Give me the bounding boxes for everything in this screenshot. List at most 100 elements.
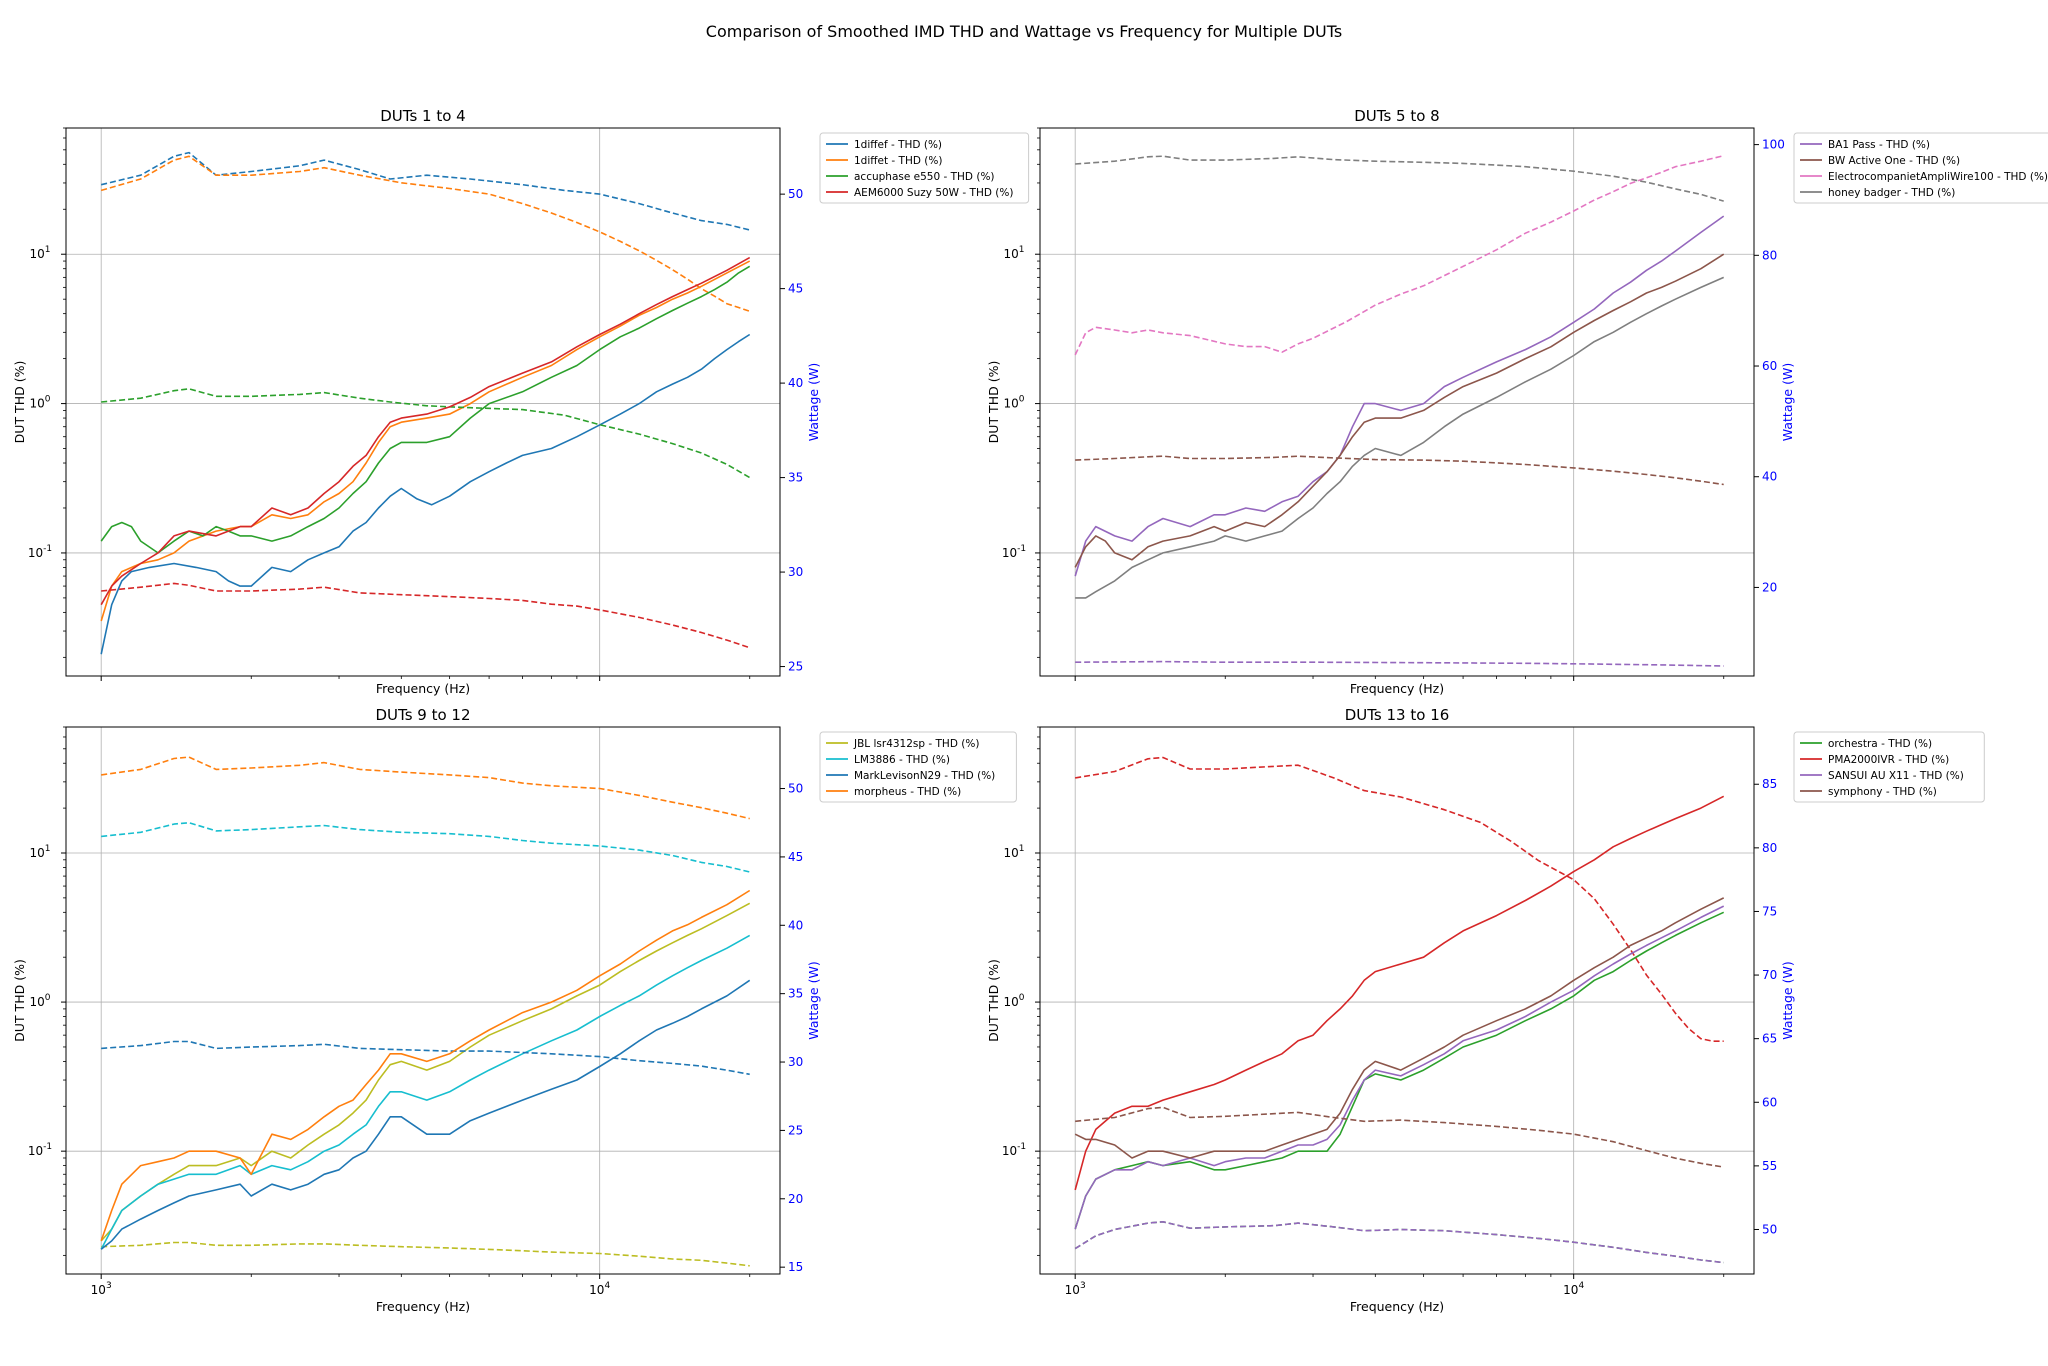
panel-3-thd-line-3 (100, 979, 751, 1250)
panel-3-y2-tick-label: 50 (788, 782, 803, 796)
panel-2-thd-line-2 (1074, 253, 1725, 568)
panel-4-plot-frame (1039, 726, 1755, 1275)
panel-2-y2-tick-label: 60 (1762, 359, 1777, 373)
panel-4-y2-tick-label: 85 (1762, 777, 1777, 791)
panel-1-legend-label-1: 1diffef - THD (%) (854, 139, 942, 151)
panel-3-wattage-line-4 (101, 756, 750, 820)
panel-3-y2-tick-label: 40 (788, 918, 803, 932)
panel-4-y-tick-label: 100 (1003, 993, 1024, 1009)
panel-1-legend-box (819, 132, 1030, 204)
panel-3-y2-tick-label: 15 (788, 1260, 803, 1274)
panel-2-y-tick-label: 101 (1003, 245, 1024, 261)
panel-4-y2-tick-label: 60 (1762, 1095, 1777, 1109)
panel-1-y2-tick-label: 50 (788, 187, 803, 201)
panel-3-legend-box (819, 731, 1017, 803)
panel-2-y2-axis-label: Wattage (W) (1780, 363, 1795, 441)
panel-4-thd-line-2 (1074, 795, 1725, 1191)
panel-4-y-tick-label: 101 (1003, 844, 1024, 860)
panel-4-y-tick-label: 10-1 (1002, 1142, 1026, 1158)
panel-1-thd-line-2 (100, 260, 751, 622)
panel-1-thd-line-1 (100, 333, 751, 655)
panel-1-y-tick-label: 100 (29, 395, 50, 411)
panel-1-title: DUTs 1 to 4 (380, 107, 465, 125)
panel-4-y2-tick-label: 80 (1762, 841, 1777, 855)
panel-1-thd-line-3 (100, 265, 751, 554)
panel-2-wattage-line-4 (1075, 155, 1724, 202)
panel-3-wattage-line-2 (101, 821, 750, 873)
panel-2-y2-tick-label: 40 (1762, 470, 1777, 484)
panel-3-thd-line-2 (100, 934, 751, 1250)
panel-3-y2-axis-label: Wattage (W) (806, 961, 821, 1039)
panel-4-title: DUTs 13 to 16 (1345, 706, 1450, 724)
panel-4-wattage-line-4 (1075, 1106, 1724, 1168)
panel-1-y2-tick-label: 40 (788, 376, 803, 390)
panel-4-legend-label-4: symphony - THD (%) (1828, 786, 1937, 798)
panel-3-legend-label-2: LM3886 - THD (%) (854, 754, 950, 766)
panel-4-legend-label-3: SANSUI AU X11 - THD (%) (1828, 770, 1964, 782)
panel-1-y-tick-label: 10-1 (28, 544, 52, 560)
panel-3-y-tick-label: 100 (29, 993, 50, 1009)
panel-3-y2-tick-label: 20 (788, 1192, 803, 1206)
panel-1-plot-frame (65, 127, 781, 677)
panel-4-x-tick-label: 104 (1563, 1281, 1584, 1297)
panel-2-legend-label-4: honey badger - THD (%) (1828, 187, 1955, 199)
panel-2-y2-tick-label: 20 (1762, 580, 1777, 594)
panel-4-thd-line-4 (1074, 897, 1725, 1159)
panel-2-plot-frame (1039, 127, 1755, 677)
panel-1-legend-label-2: 1diffet - THD (%) (854, 155, 942, 167)
panel-3-legend-label-4: morpheus - THD (%) (854, 786, 961, 798)
panel-1-wattage-line-3 (101, 388, 751, 479)
panel-4-y2-tick-label: 65 (1762, 1032, 1777, 1046)
panel-3-y2-tick-label: 30 (788, 1055, 803, 1069)
panel-3-y-axis-label: DUT THD (%) (12, 959, 27, 1042)
panel-3-x-axis-label: Frequency (Hz) (376, 1299, 470, 1314)
panel-1-legend-label-3: accuphase e550 - THD (%) (854, 171, 995, 183)
panel-2-legend-box (1793, 132, 2048, 204)
panel-3-wattage-line-1 (101, 1241, 750, 1267)
panel-1-legend-label-4: AEM6000 Suzy 50W - THD (%) (854, 187, 1013, 199)
panel-2-x-axis-label: Frequency (Hz) (1350, 681, 1444, 696)
panel-2-legend-label-2: BW Active One - THD (%) (1828, 155, 1960, 167)
panel-4-wattage-line-3 (1074, 1221, 1724, 1264)
panel-1-x-axis-label: Frequency (Hz) (376, 681, 470, 696)
panel-1-wattage-line-1 (101, 151, 750, 231)
panel-4-y2-tick-label: 70 (1762, 968, 1777, 982)
panel-1-y2-tick-label: 30 (788, 565, 803, 579)
panel-2-y2-tick-label: 100 (1762, 138, 1785, 152)
panel-4-x-axis-label: Frequency (Hz) (1350, 1299, 1444, 1314)
panel-3-y-tick-label: 10-1 (28, 1142, 52, 1158)
panel-4-x-tick-label: 103 (1065, 1281, 1086, 1297)
panel-4-y2-axis-label: Wattage (W) (1780, 961, 1795, 1039)
panel-2-wattage-line-1 (1075, 660, 1724, 667)
panel-3-y2-tick-label: 25 (788, 1123, 803, 1137)
panel-3-y2-tick-label: 35 (788, 987, 803, 1001)
panel-4-wattage-line-2 (1075, 756, 1724, 1042)
panel-2-y-axis-label: DUT THD (%) (986, 361, 1001, 444)
panel-4-y2-tick-label: 55 (1762, 1159, 1777, 1173)
panel-4-y2-tick-label: 75 (1762, 904, 1777, 918)
panel-3-thd-line-4 (100, 889, 751, 1242)
panel-1-y2-tick-label: 45 (788, 282, 803, 296)
panel-3-plot-frame (65, 726, 781, 1275)
panel-1-y2-tick-label: 25 (788, 660, 803, 674)
panel-4-y-axis-label: DUT THD (%) (986, 959, 1001, 1042)
figure-title: Comparison of Smoothed IMD THD and Watta… (705, 22, 1343, 41)
panel-1-y-axis-label: DUT THD (%) (12, 361, 27, 444)
panel-2-legend-label-3: ElectrocompanietAmpliWire100 - THD (%) (1828, 171, 2048, 183)
panel-3-y-tick-label: 101 (29, 844, 50, 860)
panel-2-title: DUTs 5 to 8 (1354, 107, 1439, 125)
panel-2-y-tick-label: 100 (1003, 395, 1024, 411)
panel-3-x-tick-label: 104 (589, 1281, 610, 1297)
panel-4-legend-label-2: PMA2000IVR - THD (%) (1828, 754, 1949, 766)
panel-2-thd-line-4 (1075, 276, 1725, 599)
panel-2-y2-tick-label: 80 (1762, 248, 1777, 262)
panel-3-legend-label-3: MarkLevisonN29 - THD (%) (854, 770, 995, 782)
panel-3-thd-line-1 (100, 902, 751, 1242)
panel-4-wattage-line-1 (1074, 1221, 1724, 1264)
panel-2-wattage-line-3 (1074, 154, 1724, 356)
panel-3-x-tick-label: 103 (91, 1281, 112, 1297)
panel-1-thd-line-4 (100, 256, 751, 606)
panel-1-y-tick-label: 101 (29, 245, 50, 261)
panel-3-title: DUTs 9 to 12 (375, 706, 470, 724)
